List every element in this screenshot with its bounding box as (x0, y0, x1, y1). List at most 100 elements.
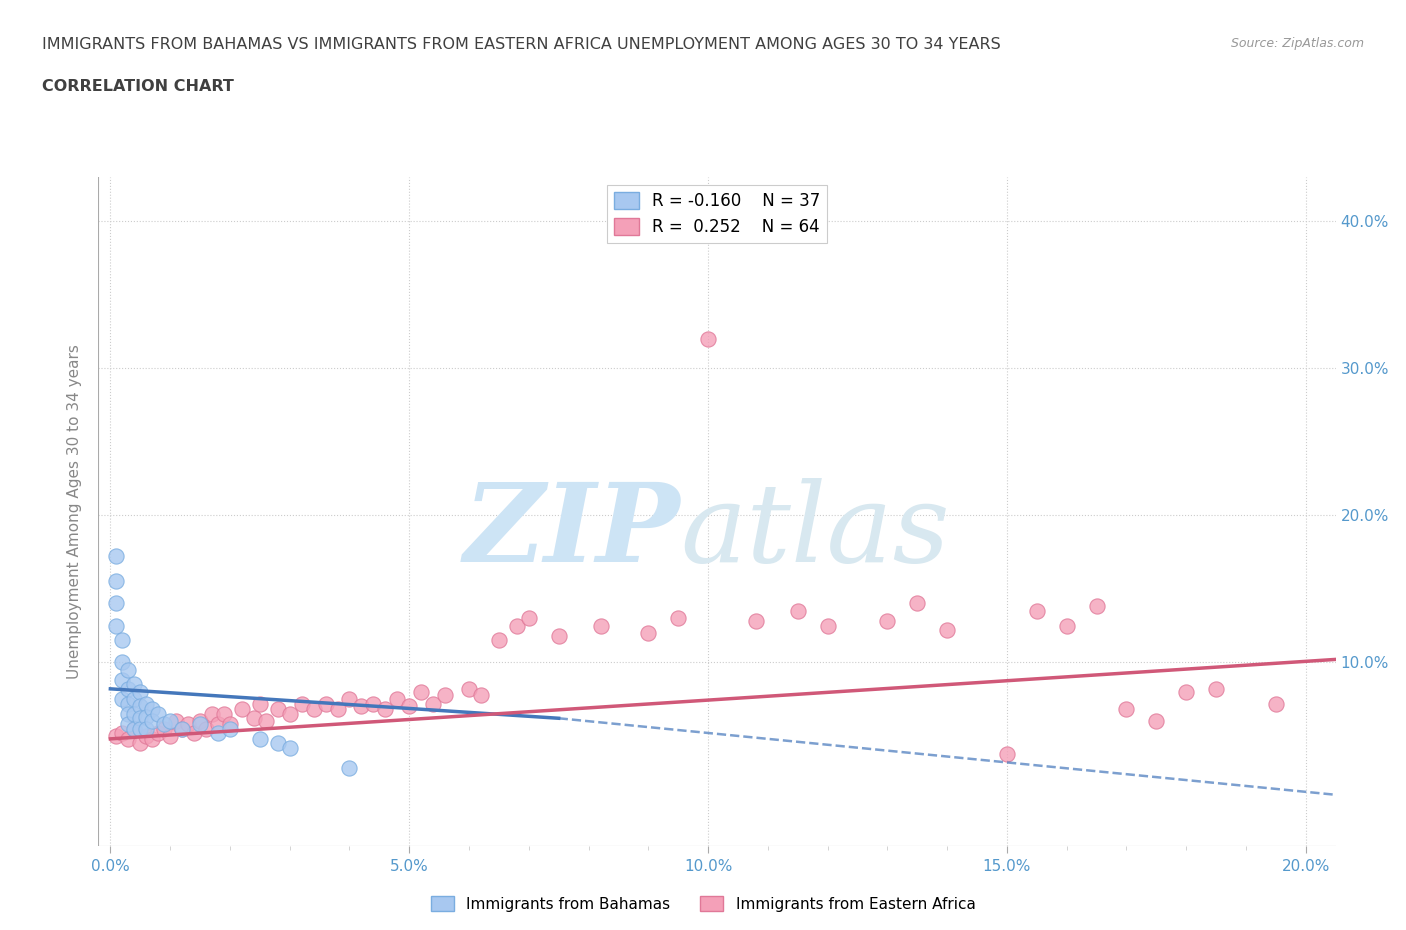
Point (637, 626, 659, 641)
Point (547, 629, 569, 644)
Point (159, 713, 181, 728)
Point (129, 699, 152, 714)
Point (124, 707, 146, 722)
Point (243, 711, 266, 725)
Point (786, 604, 808, 618)
Point (434, 687, 457, 702)
Point (165, 713, 187, 728)
Y-axis label: Unemployment Among Ages 30 to 34 years: Unemployment Among Ages 30 to 34 years (67, 344, 83, 679)
Point (188, 713, 211, 728)
Point (374, 702, 396, 717)
Point (1144, 713, 1167, 728)
Point (141, 731, 163, 746)
Point (291, 697, 314, 711)
Point (589, 618, 612, 633)
Point (153, 721, 176, 736)
Point (249, 731, 271, 746)
Point (339, 761, 361, 776)
Text: CORRELATION CHART: CORRELATION CHART (42, 79, 233, 94)
Legend: R = -0.160    N = 37, R =  0.252    N = 64: R = -0.160 N = 37, R = 0.252 N = 64 (607, 185, 827, 243)
Point (302, 702, 325, 717)
Point (105, 618, 128, 633)
Point (470, 687, 492, 702)
Point (172, 721, 194, 736)
Point (105, 728, 128, 743)
Legend: Immigrants from Bahamas, Immigrants from Eastern Africa: Immigrants from Bahamas, Immigrants from… (425, 889, 981, 918)
Point (411, 684, 433, 699)
Point (231, 702, 253, 717)
Point (278, 740, 301, 755)
Point (219, 717, 242, 732)
Point (458, 682, 481, 697)
Point (1264, 697, 1286, 711)
Point (315, 697, 337, 711)
Point (159, 728, 181, 743)
Point (1056, 618, 1078, 633)
Point (517, 611, 540, 626)
Point (207, 725, 229, 740)
Point (124, 721, 146, 736)
Point (195, 721, 218, 736)
Point (1115, 702, 1137, 717)
Point (488, 632, 510, 647)
Text: atlas: atlas (681, 478, 949, 585)
Point (1175, 684, 1198, 699)
Point (183, 725, 205, 740)
Point (105, 574, 128, 589)
Point (267, 702, 290, 717)
Point (387, 692, 409, 707)
Point (422, 697, 444, 711)
Point (135, 697, 157, 711)
Point (105, 549, 128, 564)
Point (666, 611, 689, 626)
Point (745, 614, 768, 629)
Point (117, 697, 139, 711)
Point (141, 713, 163, 728)
Point (326, 702, 349, 717)
Point (124, 677, 146, 692)
Point (117, 731, 139, 746)
Point (172, 721, 194, 736)
Point (148, 725, 170, 740)
Point (363, 697, 385, 711)
Point (124, 721, 146, 736)
Point (117, 717, 139, 732)
Text: Source: ZipAtlas.com: Source: ZipAtlas.com (1230, 37, 1364, 50)
Point (117, 662, 139, 677)
Point (267, 736, 290, 751)
Point (117, 682, 139, 697)
Point (188, 717, 211, 732)
Point (141, 702, 163, 717)
Point (148, 707, 170, 722)
Point (278, 707, 301, 722)
Point (254, 713, 277, 728)
Point (135, 710, 157, 724)
Point (817, 618, 839, 633)
Point (207, 717, 229, 732)
Point (111, 655, 134, 670)
Text: IMMIGRANTS FROM BAHAMAS VS IMMIGRANTS FROM EASTERN AFRICA UNEMPLOYMENT AMONG AGE: IMMIGRANTS FROM BAHAMAS VS IMMIGRANTS FR… (42, 37, 1001, 52)
Point (124, 692, 146, 707)
Point (111, 672, 134, 687)
Point (995, 746, 1018, 761)
Point (111, 725, 134, 740)
Point (697, 331, 720, 346)
Point (936, 622, 959, 637)
Point (111, 692, 134, 707)
Point (129, 721, 152, 736)
Point (117, 707, 139, 722)
Point (1025, 604, 1047, 618)
Point (201, 707, 224, 722)
Point (129, 684, 152, 699)
Point (129, 711, 152, 725)
Point (129, 736, 152, 751)
Point (249, 697, 271, 711)
Point (339, 692, 361, 707)
Point (1205, 682, 1227, 697)
Point (135, 721, 157, 736)
Point (876, 614, 898, 629)
Point (177, 717, 200, 732)
Point (105, 596, 128, 611)
Point (1085, 599, 1108, 614)
Point (350, 699, 373, 714)
